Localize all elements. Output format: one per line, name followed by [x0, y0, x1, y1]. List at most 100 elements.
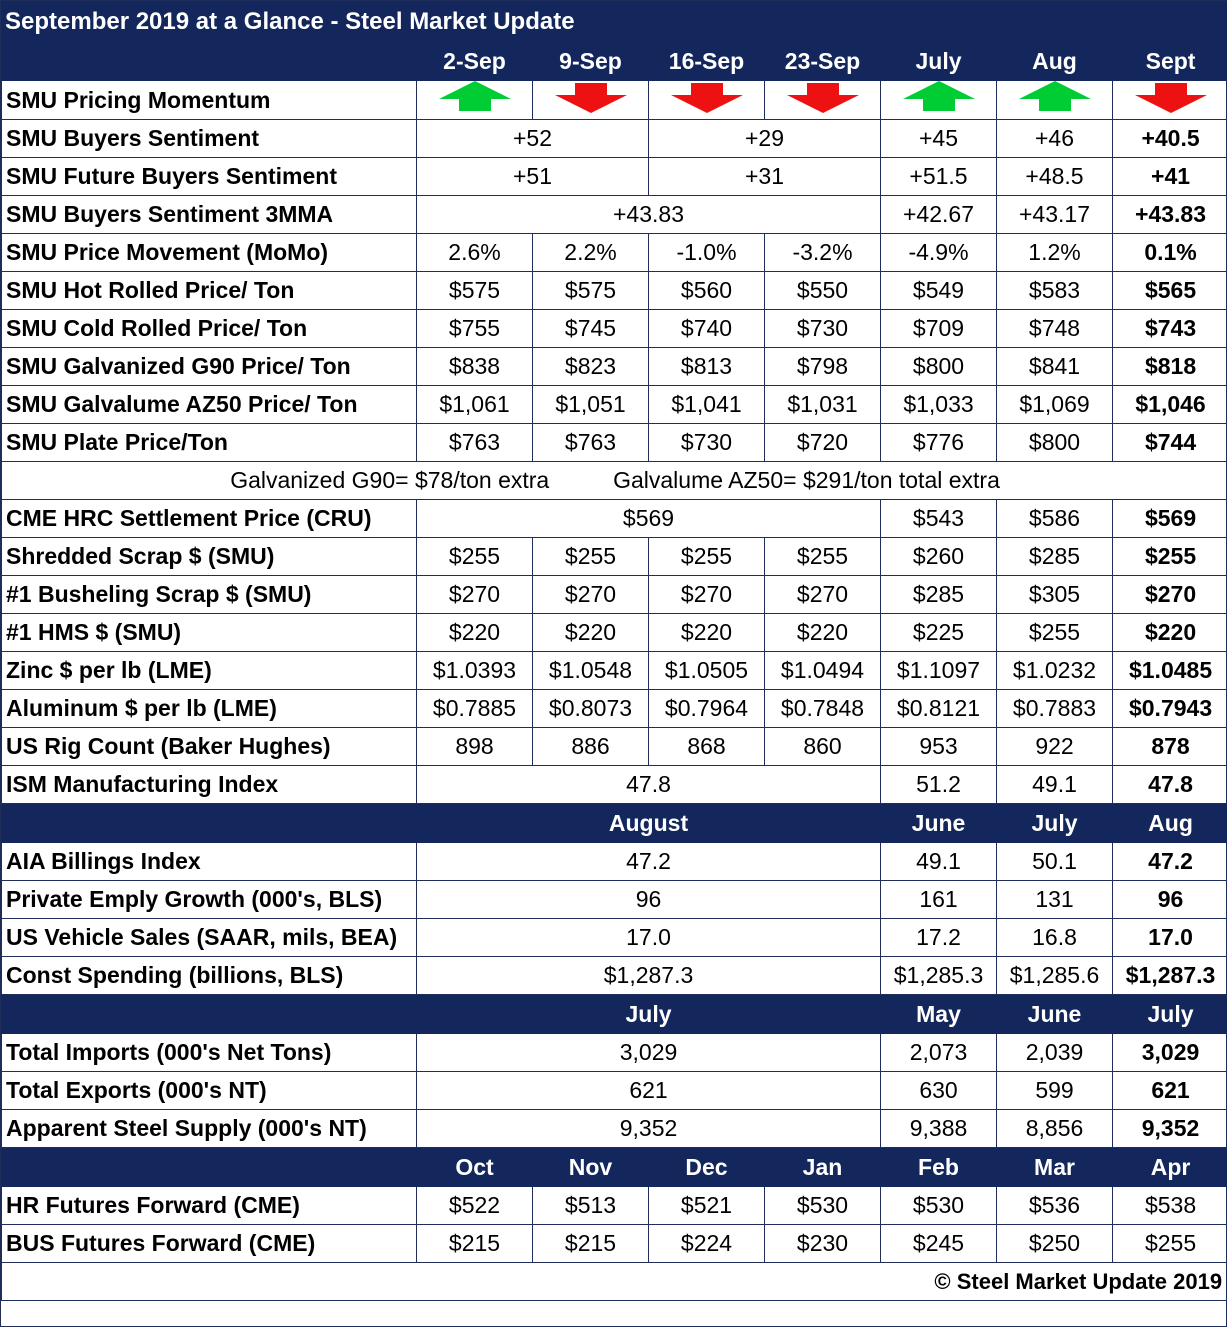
column-header: Oct	[416, 1147, 533, 1187]
column-header: 2-Sep	[416, 41, 533, 81]
value-cell: $1,061	[416, 385, 533, 424]
value-cell: +51	[416, 157, 649, 196]
column-header: Apr	[1111, 1147, 1227, 1187]
value-cell: 8,856	[996, 1109, 1113, 1148]
data-row: Const Spending (billions, BLS) $1,287.3 $1…	[1, 956, 1227, 995]
value-cell: $813	[648, 347, 765, 386]
value-cell: $1,041	[648, 385, 765, 424]
value-cell: -4.9%	[880, 233, 997, 272]
row-label: US Vehicle Sales (SAAR, mils, BEA)	[1, 918, 417, 957]
value-cell: 9,388	[880, 1109, 997, 1148]
row-label: SMU Cold Rolled Price/ Ton	[1, 309, 417, 348]
up-arrow-icon	[1018, 81, 1091, 114]
column-header: 9-Sep	[532, 41, 649, 81]
economic-section-header: August June July Aug	[1, 803, 1227, 843]
value-cell: $730	[648, 423, 765, 462]
value-cell: $250	[996, 1224, 1113, 1263]
row-label: Const Spending (billions, BLS)	[1, 956, 417, 995]
row-label: AIA Billings Index	[1, 842, 417, 881]
data-row: SMU Hot Rolled Price/ Ton $575 $575 $560 $55…	[1, 271, 1227, 310]
column-header: May	[880, 994, 997, 1034]
value-cell: $565	[1111, 271, 1227, 310]
data-row: AIA Billings Index 47.2 49.1 50.1 47.2	[1, 842, 1227, 881]
value-cell: 621	[1111, 1071, 1227, 1110]
value-cell: $530	[764, 1186, 881, 1225]
value-cell: 3,029	[416, 1033, 881, 1072]
value-cell: $1.0393	[416, 651, 533, 690]
value-cell: $740	[648, 309, 765, 348]
row-label: Private Emply Growth (000's, BLS)	[1, 880, 417, 919]
value-cell: $586	[996, 499, 1113, 538]
column-header-row: 2-Sep 9-Sep 16-Sep 23-Sep July Aug Sept	[1, 41, 1227, 81]
value-cell: $255	[1111, 537, 1227, 576]
value-cell: $220	[648, 613, 765, 652]
momentum-cell	[880, 80, 997, 120]
value-cell: $0.8073	[532, 689, 649, 728]
momentum-cell	[764, 80, 881, 120]
value-cell: $569	[416, 499, 881, 538]
value-cell: $270	[532, 575, 649, 614]
buyers-sentiment-row: SMU Buyers Sentiment +52 +29 +45 +46 +40.5	[1, 119, 1227, 158]
value-cell: $230	[764, 1224, 881, 1263]
row-label: SMU Buyers Sentiment	[1, 119, 417, 158]
header-blank	[1, 1147, 417, 1187]
column-header: Mar	[996, 1147, 1113, 1187]
value-cell: $0.7848	[764, 689, 881, 728]
data-row: SMU Price Movement (MoMo) 2.6% 2.2% -1.0% -3…	[1, 233, 1227, 272]
value-cell: $755	[416, 309, 533, 348]
value-cell: $260	[880, 537, 997, 576]
value-cell: $0.7885	[416, 689, 533, 728]
value-cell: 2.2%	[532, 233, 649, 272]
value-cell: $285	[996, 537, 1113, 576]
row-label: SMU Galvalume AZ50 Price/ Ton	[1, 385, 417, 424]
value-cell: $709	[880, 309, 997, 348]
value-cell: $776	[880, 423, 997, 462]
column-header: June	[880, 803, 997, 843]
value-cell: 630	[880, 1071, 997, 1110]
value-cell: 17.0	[416, 918, 881, 957]
value-cell: +43.83	[1111, 195, 1227, 234]
value-cell: +48.5	[996, 157, 1113, 196]
value-cell: -3.2%	[764, 233, 881, 272]
momentum-cell	[1111, 80, 1227, 120]
column-header: 23-Sep	[764, 41, 881, 81]
value-cell: 2.6%	[416, 233, 533, 272]
value-cell: $220	[416, 613, 533, 652]
value-cell: $543	[880, 499, 997, 538]
data-row: Apparent Steel Supply (000's NT) 9,352 9,3…	[1, 1109, 1227, 1148]
row-label: #1 Busheling Scrap $ (SMU)	[1, 575, 417, 614]
row-label: SMU Buyers Sentiment 3MMA	[1, 195, 417, 234]
value-cell: $763	[416, 423, 533, 462]
value-cell: $0.8121	[880, 689, 997, 728]
value-cell: 16.8	[996, 918, 1113, 957]
row-label: SMU Price Movement (MoMo)	[1, 233, 417, 272]
header-blank	[1, 41, 417, 81]
up-arrow-icon	[438, 81, 511, 114]
column-header: 16-Sep	[648, 41, 765, 81]
value-cell: $730	[764, 309, 881, 348]
value-cell: +46	[996, 119, 1113, 158]
row-label: CME HRC Settlement Price (CRU)	[1, 499, 417, 538]
value-cell: $800	[996, 423, 1113, 462]
value-cell: 49.1	[880, 842, 997, 881]
value-cell: +43.17	[996, 195, 1113, 234]
value-cell: $1,287.3	[1111, 956, 1227, 995]
value-cell: 131	[996, 880, 1113, 919]
value-cell: $1,031	[764, 385, 881, 424]
data-row: HR Futures Forward (CME) $522 $513 $521 $530…	[1, 1186, 1227, 1225]
value-cell: 47.8	[1111, 765, 1227, 804]
value-cell: $838	[416, 347, 533, 386]
value-cell: +29	[648, 119, 881, 158]
copyright: © Steel Market Update 2019	[0, 1262, 1227, 1301]
momentum-cell	[532, 80, 649, 120]
value-cell: $569	[1111, 499, 1227, 538]
row-label: HR Futures Forward (CME)	[1, 1186, 417, 1225]
value-cell: +51.5	[880, 157, 997, 196]
column-header: Aug	[996, 41, 1113, 81]
value-cell: +45	[880, 119, 997, 158]
value-cell: $220	[532, 613, 649, 652]
value-cell: $823	[532, 347, 649, 386]
trade-section-header: July May June July	[1, 994, 1227, 1034]
column-header: August	[416, 803, 881, 843]
sentiment-3mma-row: SMU Buyers Sentiment 3MMA +43.83 +42.67 +43…	[1, 195, 1227, 234]
